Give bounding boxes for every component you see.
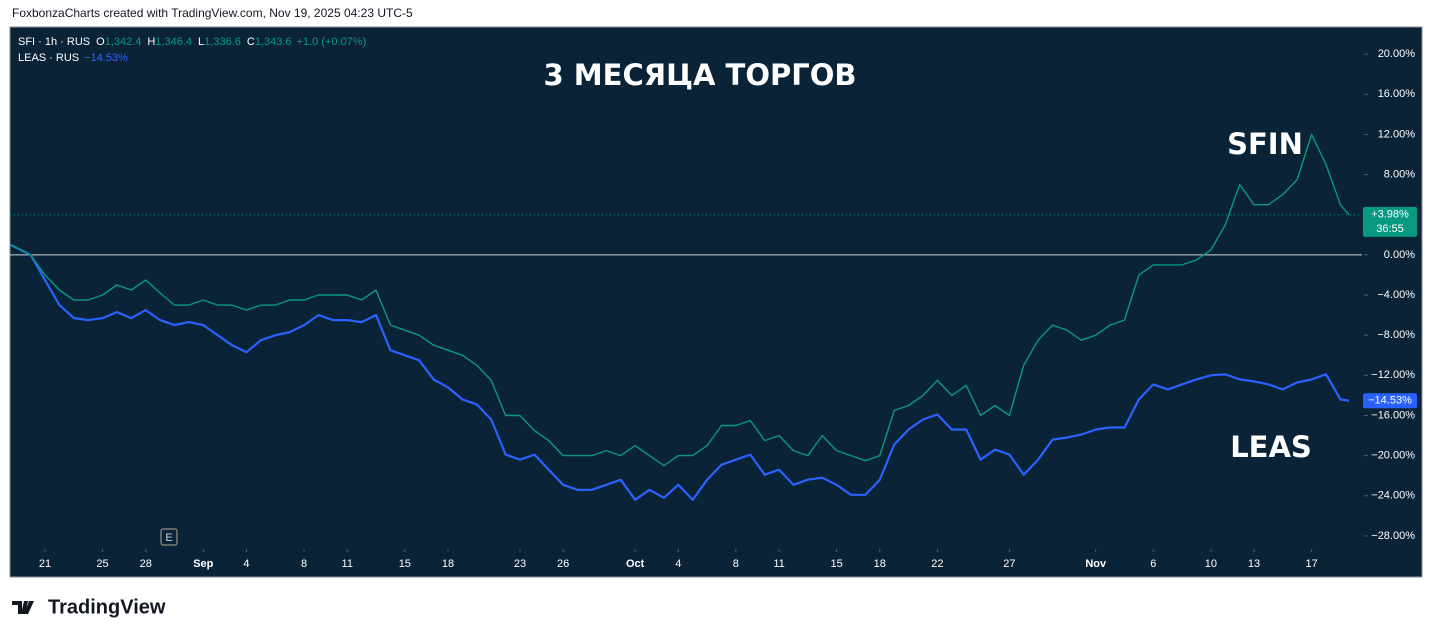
x-tick-label: 4: [675, 558, 681, 570]
x-tick-label: 17: [1305, 558, 1317, 570]
ohlc-value: 1,343.6: [255, 36, 292, 48]
ohlc-key: L: [198, 36, 204, 48]
ohlc-value: 1,336.6: [204, 36, 241, 48]
price-label: +3.98%: [1371, 208, 1409, 220]
chart-title: 3 МЕСЯЦА ТОРГОВ: [544, 58, 857, 92]
legend-name[interactable]: SFI · 1h · RUS: [18, 36, 90, 48]
annotation: LEAS: [1230, 430, 1312, 464]
x-tick-label: 15: [831, 558, 843, 570]
y-tick-label: −4.00%: [1377, 289, 1415, 301]
ohlc-key: C: [247, 36, 255, 48]
x-tick-label: 4: [243, 558, 249, 570]
x-tick-label: 18: [442, 558, 454, 570]
x-tick-label: Oct: [626, 558, 645, 570]
x-tick-label: 8: [733, 558, 739, 570]
y-tick-label: −16.00%: [1371, 409, 1415, 421]
price-label-box: [1363, 393, 1417, 409]
chart-frame: [9, 26, 1423, 578]
footer-brand: TradingView: [48, 596, 166, 618]
price-label: −14.53%: [1368, 395, 1412, 407]
x-tick-label: 23: [514, 558, 526, 570]
legend-value: −14.53%: [84, 52, 128, 64]
x-tick-label: 26: [557, 558, 569, 570]
x-tick-label: 13: [1248, 558, 1260, 570]
x-tick-label: 21: [39, 558, 51, 570]
chart: 20.00%16.00%12.00%8.00%4.00%0.00%−4.00%−…: [9, 36, 1417, 570]
x-tick-label: 22: [931, 558, 943, 570]
price-label-box: [1363, 206, 1417, 237]
y-tick-label: −28.00%: [1371, 530, 1415, 542]
countdown: 36:55: [1376, 223, 1404, 235]
x-tick-label: 18: [874, 558, 886, 570]
earnings-box: [160, 528, 178, 546]
y-tick-label: −24.00%: [1371, 490, 1415, 502]
y-tick-label: −12.00%: [1371, 369, 1415, 381]
series-line: [10, 133, 1350, 467]
x-tick-label: 11: [773, 558, 784, 570]
x-tick-label: 28: [140, 558, 152, 570]
y-tick-label: −8.00%: [1377, 329, 1415, 341]
earnings-marker[interactable]: E: [165, 532, 172, 544]
y-tick-label: −20.00%: [1371, 450, 1415, 462]
x-tick-label: 15: [399, 558, 411, 570]
y-tick-label: 20.00%: [1378, 48, 1416, 60]
y-tick-label: 12.00%: [1378, 128, 1416, 140]
ohlc-value: 1,342.4: [105, 36, 142, 48]
ohlc-key: H: [147, 36, 155, 48]
x-tick-label: Nov: [1085, 558, 1107, 570]
y-tick-label: 0.00%: [1384, 249, 1415, 261]
annotation: SFIN: [1227, 127, 1303, 161]
x-tick-label: Sep: [193, 558, 213, 570]
x-tick-label: 10: [1205, 558, 1217, 570]
legend-sfin: SFI · 1h · RUS O1,342.4 H1,346.4 L1,336.6 C1…: [18, 36, 366, 48]
x-tick-label: 25: [96, 558, 108, 570]
header: FoxbonzaCharts created with TradingView.…: [12, 6, 413, 20]
logo: TradingView: [12, 596, 166, 618]
y-tick-label: 8.00%: [1384, 168, 1415, 180]
x-tick-label: 11: [342, 558, 353, 570]
y-tick-label: 16.00%: [1378, 88, 1416, 100]
legend-name[interactable]: LEAS · RUS: [18, 52, 79, 64]
change: +1.0 (+0.07%): [297, 36, 367, 48]
series-line: [9, 243, 1350, 501]
legend-leas: LEAS · RUS −14.53%: [18, 52, 128, 64]
x-tick-label: 6: [1150, 558, 1156, 570]
ohlc-key: O: [96, 36, 105, 48]
ohlc-value: 1,346.4: [155, 36, 192, 48]
x-tick-label: 27: [1003, 558, 1015, 570]
x-tick-label: 8: [301, 558, 307, 570]
